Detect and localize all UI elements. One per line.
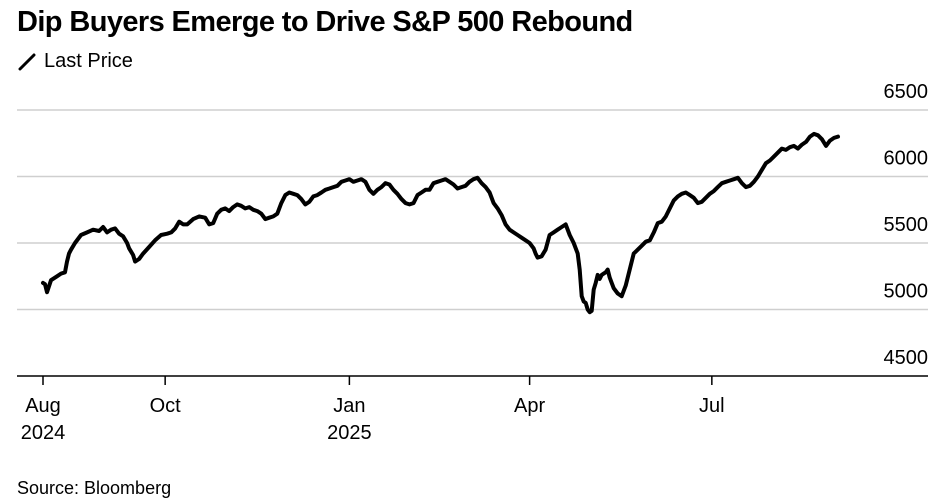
x-tick-label: Aug [25, 395, 61, 417]
chart-title: Dip Buyers Emerge to Drive S&P 500 Rebou… [17, 6, 633, 38]
y-tick-label: 6000 [884, 148, 929, 170]
x-tick-year-label: 2025 [327, 422, 372, 444]
y-axis-labels: 6500 6000 5500 5000 4500 [884, 81, 929, 369]
gridlines [17, 109, 928, 311]
y-tick-label: 6500 [884, 81, 929, 103]
x-tick-year-label: 2024 [21, 422, 66, 444]
legend-label: Last Price [44, 50, 133, 72]
x-tick-label: Jul [699, 395, 725, 417]
legend: Last Price [18, 50, 133, 73]
x-axis-ticks: Aug 2024 Oct Jan 2025 Apr Jul [21, 376, 725, 444]
source-note: Source: Bloomberg [17, 478, 172, 498]
x-tick-label: Apr [514, 395, 545, 417]
y-tick-label: 4500 [884, 347, 929, 369]
y-tick-label: 5500 [884, 214, 929, 236]
y-tick-label: 5000 [884, 281, 929, 303]
series-line-last-price [41, 131, 840, 315]
line-swatch-icon [18, 53, 36, 70]
x-tick-label: Oct [150, 395, 182, 417]
x-tick-label: Jan [333, 395, 365, 417]
